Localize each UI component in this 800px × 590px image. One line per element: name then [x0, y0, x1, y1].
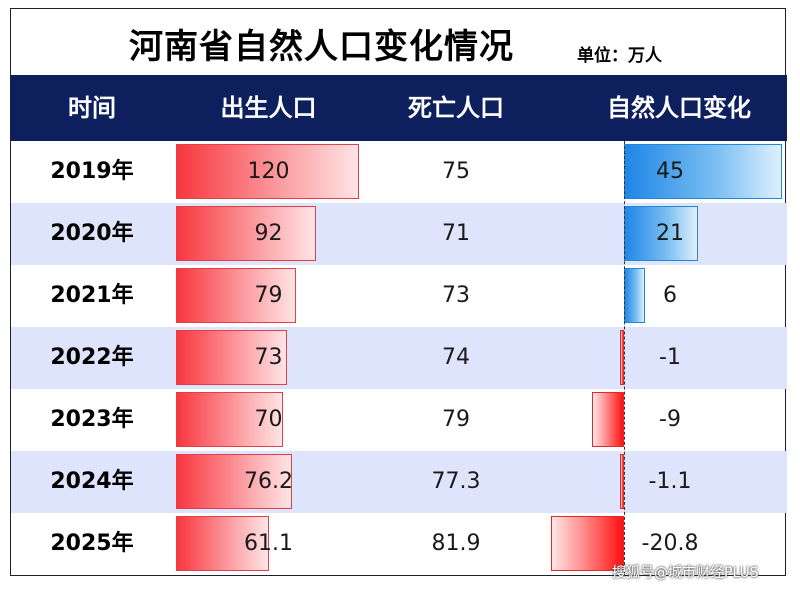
- natural-change-negative-bar: [551, 516, 624, 571]
- row-year-label: 2021年: [50, 283, 134, 308]
- chart-frame: 河南省自然人口变化情况 单位：万人 时间 出生人口 死亡人口 自然人口变化 20…: [10, 8, 787, 576]
- table-header: 时间 出生人口 死亡人口 自然人口变化: [11, 75, 787, 141]
- birth-bar: [176, 268, 296, 323]
- natural-change-value-label: -1: [659, 345, 681, 370]
- birth-bar: [176, 516, 269, 571]
- birth-value-label: 61.1: [244, 531, 293, 556]
- chart-title: 河南省自然人口变化情况: [129, 27, 514, 67]
- birth-value-label: 92: [254, 221, 283, 246]
- table-row: 2019年 120 75 45: [11, 141, 787, 203]
- birth-value-label: 76.2: [244, 469, 293, 494]
- birth-value-label: 70: [254, 407, 283, 432]
- table-row: 2024年 76.2 77.3 -1.1: [11, 451, 787, 513]
- birth-value-label: 79: [254, 283, 283, 308]
- death-value-label: 79: [442, 407, 470, 432]
- death-value-label: 81.9: [431, 531, 481, 556]
- birth-bar: [176, 454, 292, 509]
- natural-change-value-label: 45: [656, 159, 684, 184]
- header-birth: 出生人口: [220, 94, 317, 122]
- birth-bar: [176, 206, 316, 261]
- birth-value-label: 120: [247, 159, 290, 184]
- natural-change-value-label: -1.1: [648, 469, 692, 494]
- natural-change-negative-bar: [620, 454, 624, 509]
- natural-change-value-label: 6: [663, 283, 677, 308]
- header-time: 时间: [68, 94, 116, 122]
- death-value-label: 74: [442, 345, 470, 370]
- natural-change-negative-bar: [620, 330, 624, 385]
- death-value-label: 73: [442, 283, 470, 308]
- header-death: 死亡人口: [408, 94, 504, 122]
- row-year-label: 2020年: [50, 221, 134, 246]
- row-year-label: 2024年: [50, 469, 134, 494]
- row-year-label: 2019年: [50, 159, 134, 184]
- table-row: 2023年 70 79 -9: [11, 389, 787, 451]
- birth-bar: [176, 330, 287, 385]
- title-row: 河南省自然人口变化情况 单位：万人: [11, 9, 787, 75]
- table-row: 2020年 92 71 21: [11, 203, 787, 265]
- death-value-label: 75: [442, 159, 470, 184]
- row-year-label: 2025年: [50, 531, 134, 556]
- natural-change-value-label: -20.8: [641, 531, 699, 556]
- death-value-label: 71: [442, 221, 470, 246]
- natural-change-value-label: 21: [656, 221, 684, 246]
- table-row: 2025年 61.1 81.9 -20.8: [11, 513, 787, 575]
- natural-change-positive-bar: [624, 206, 698, 261]
- birth-bar: [176, 392, 283, 447]
- row-year-label: 2023年: [50, 407, 134, 432]
- natural-change-negative-bar: [592, 392, 624, 447]
- watermark: 搜狐号@城市财经PLUS: [612, 565, 759, 581]
- table-row: 2022年 73 74 -1: [11, 327, 787, 389]
- header-natural: 自然人口变化: [607, 94, 751, 122]
- zero-axis-line: [624, 141, 625, 575]
- death-value-label: 77.3: [431, 469, 481, 494]
- row-year-label: 2022年: [50, 345, 134, 370]
- birth-bar: [176, 144, 359, 199]
- natural-change-value-label: -9: [659, 407, 681, 432]
- unit-label: 单位：万人: [577, 46, 662, 66]
- birth-value-label: 73: [254, 345, 283, 370]
- table-row: 2021年 79 73 6: [11, 265, 787, 327]
